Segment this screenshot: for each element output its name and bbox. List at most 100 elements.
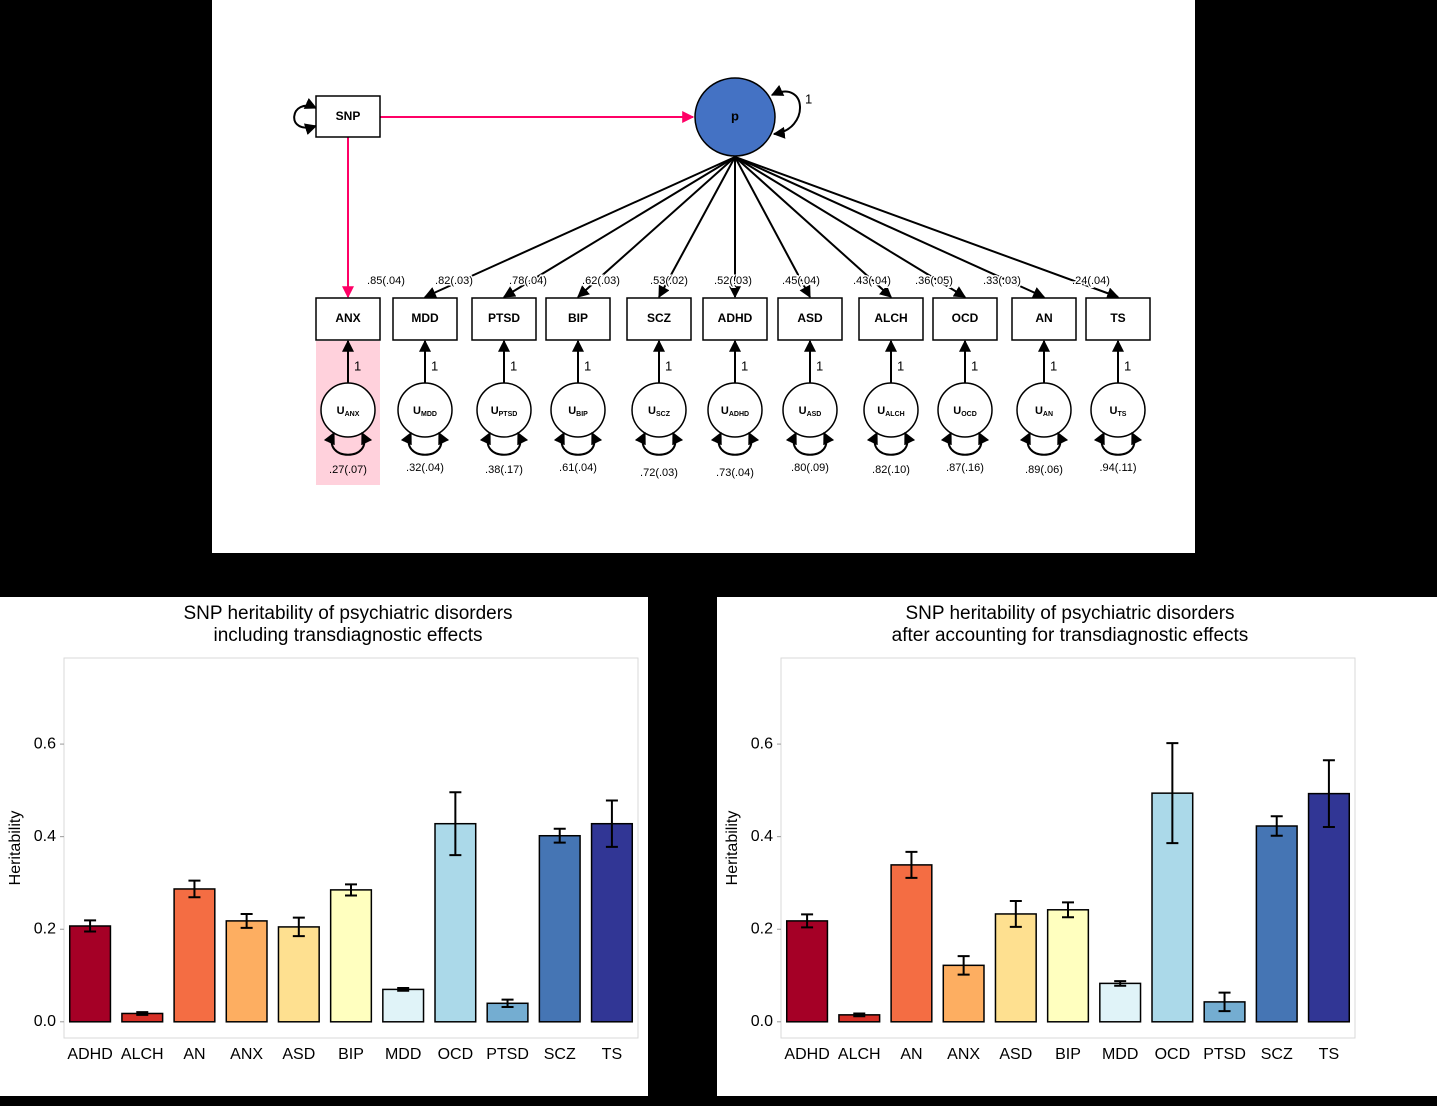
bar [1099,982,1142,1023]
variance-loop [1093,431,1143,456]
variance-loop [400,431,450,456]
y-tick-label: 0.6 [34,735,56,752]
residual-loading: 1 [431,358,438,373]
error-bar [605,799,618,848]
bar [590,822,634,1023]
residual-label: UANX [337,405,360,418]
y-tick-label: 0.4 [751,828,773,845]
node-label: ADHD [718,311,753,325]
x-tick-label: TS [1319,1046,1339,1063]
error-bar [188,879,201,899]
variance-label: .61(.04) [559,462,597,474]
error-bar [1270,815,1283,837]
bar [68,925,112,1023]
residual-subscript: OCD [961,411,977,418]
residual-subscript: ADHD [729,411,749,418]
loading-label: .82(.03) [435,275,473,287]
node-label: ASD [797,311,823,325]
node-label: AN [1035,311,1052,325]
error-bar [1166,742,1179,845]
variance-label: .89(.06) [1025,464,1063,476]
residual-label: UASD [799,405,822,418]
variance-label: .82(.10) [872,464,910,476]
loading-label: .78(.04) [509,275,547,287]
x-tick-label: AN [900,1046,922,1063]
plot-border [63,657,639,1039]
chart-title: SNP heritability of psychiatric disorder… [183,603,512,624]
indicator-node [777,297,843,341]
indicator-node [471,297,537,341]
plot-border [780,657,1356,1039]
x-tick-label: ADHD [784,1046,829,1063]
residual-loading: 1 [584,358,591,373]
y-tick-label: 0.2 [34,920,56,937]
bar [1046,909,1090,1023]
variance-loop [710,431,760,456]
y-axis-label: Heritability [7,811,24,886]
y-tick-label: 0.4 [34,828,56,845]
bar [785,920,829,1023]
loading-label: .62(.03) [582,275,620,287]
residual-loading: 1 [1124,358,1131,373]
loading-arrow [502,156,736,298]
residual-letter: U [648,405,656,417]
snp-node [315,95,381,138]
bar [1307,792,1351,1023]
loading-label: .33(.03) [983,275,1021,287]
residual-loading: 1 [741,358,748,373]
y-tick-label: 0.0 [751,1013,773,1030]
error-bar [957,955,970,976]
x-tick-label: BIP [338,1046,364,1063]
residual-subscript: AN [1043,411,1053,418]
residual-letter: U [721,405,729,417]
residual-subscript: ALCH [885,411,904,418]
y-tick-label: 0.6 [751,735,773,752]
variance-label: .73(.04) [716,467,754,479]
error-bar [1062,901,1074,919]
error-bar [1322,759,1335,828]
residual-subscript: SCZ [656,411,671,418]
node-label: SNP [336,109,361,123]
residual-subscript: TS [1118,411,1127,418]
residual-loading: 1 [971,358,978,373]
residual-letter: U [568,405,576,417]
node-label: ANX [335,311,360,325]
loading-label: .85(.04) [367,275,405,287]
error-bar [292,916,305,938]
bar [382,988,425,1023]
chart-title: after accounting for transdiagnostic eff… [892,625,1249,646]
error-bar [1009,899,1022,928]
node-label: ALCH [874,311,907,325]
loading-arrow [734,156,892,298]
loading-arrow [423,156,736,299]
x-tick-label: ANX [230,1046,263,1063]
error-bar [1218,991,1231,1013]
indicator-node [702,297,768,341]
x-tick-label: PTSD [486,1046,529,1063]
loading-arrow [734,156,1046,299]
residual-letter: U [877,405,885,417]
x-tick-label: TS [602,1046,622,1063]
node-label: MDD [411,311,439,325]
residual-label: UADHD [721,405,749,418]
loading-arrow [658,156,736,299]
node-label: OCD [952,311,979,325]
error-bar [1114,980,1127,987]
residual-letter: U [491,405,499,417]
error-bar [905,850,918,879]
error-bar [345,883,357,897]
residual-loading: 1 [354,358,361,373]
loading-arrow [734,156,967,298]
residual-letter: U [799,405,807,417]
residual-label: USCZ [648,405,671,418]
residual-letter: U [413,405,421,417]
bar [173,888,216,1023]
loading-label: .53(.02) [650,275,688,287]
x-tick-label: AN [183,1046,205,1063]
bar [329,889,373,1023]
variance-label: .72(.03) [640,467,678,479]
node-label: p [731,108,739,123]
variance-loop [293,98,318,135]
error-bar [449,791,462,857]
